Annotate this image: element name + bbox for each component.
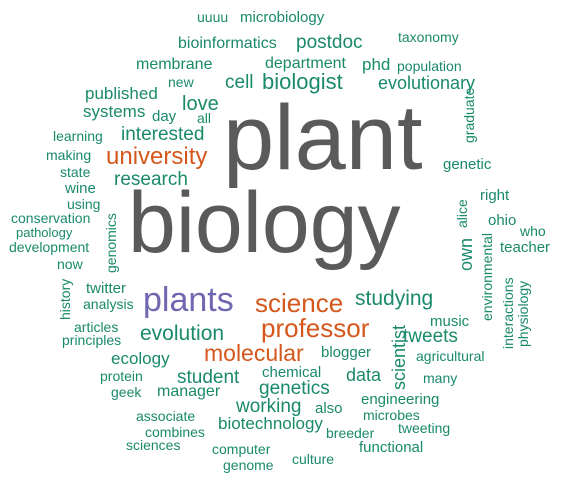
word-membrane: membrane	[136, 56, 213, 73]
word-university: university	[106, 143, 208, 170]
word-interested: interested	[121, 124, 205, 145]
word-wine: wine	[65, 180, 96, 197]
word-chemical: chemical	[262, 364, 322, 381]
word-sciences: sciences	[126, 437, 181, 453]
word-learning: learning	[53, 128, 103, 144]
word-plants: plants	[143, 281, 234, 319]
word-population: population	[397, 58, 462, 74]
word-functional: functional	[359, 439, 424, 456]
word-day: day	[152, 108, 177, 125]
word-published: published	[85, 84, 158, 103]
word-uuuu: uuuu	[197, 9, 229, 25]
word-many: many	[423, 370, 458, 386]
word-teacher: teacher	[500, 239, 551, 256]
word-tweets: tweets	[403, 326, 458, 347]
word-cell: cell	[225, 72, 254, 93]
word-genetics: genetics	[259, 378, 330, 399]
word-using: using	[67, 196, 101, 212]
word-microbes: microbes	[363, 407, 420, 423]
word-working: working	[236, 396, 302, 417]
word-molecular: molecular	[204, 340, 304, 366]
word-taxonomy: taxonomy	[398, 29, 459, 45]
word-combines: combines	[145, 424, 205, 440]
word-interactions: interactions	[500, 277, 516, 349]
word-postdoc: postdoc	[296, 32, 363, 53]
word-protein: protein	[100, 368, 143, 384]
word-evolution: evolution	[140, 322, 225, 345]
word-data: data	[346, 365, 382, 385]
word-geek: geek	[111, 384, 142, 400]
word-agricultural: agricultural	[416, 348, 485, 364]
word-genome: genome	[223, 457, 274, 473]
word-conservation: conservation	[11, 210, 91, 226]
word-evolutionary: evolutionary	[378, 73, 476, 93]
word-pathology: pathology	[16, 225, 73, 240]
word-ecology: ecology	[111, 349, 170, 368]
word-graduate: graduate	[461, 87, 477, 143]
word-science: science	[255, 288, 344, 318]
word-breeder: breeder	[326, 425, 375, 441]
word-alice: alice	[454, 199, 470, 228]
word-biologist: biologist	[262, 69, 343, 94]
word-engineering: engineering	[361, 391, 440, 408]
word-computer: computer	[212, 441, 271, 457]
word-associate: associate	[136, 408, 196, 424]
word-right: right	[480, 187, 510, 204]
word-environmental: environmental	[479, 233, 495, 321]
word-also: also	[315, 400, 343, 417]
word-love: love	[182, 93, 219, 115]
word-plant: plant	[223, 87, 423, 189]
word-who: who	[520, 223, 546, 239]
word-biotechnology: biotechnology	[218, 414, 323, 433]
word-all: all	[197, 110, 212, 126]
word-articles: articles	[74, 319, 119, 335]
word-manager: manager	[157, 383, 221, 400]
word-state: state	[60, 164, 91, 180]
word-student: student	[177, 367, 240, 388]
word-research: research	[114, 169, 188, 190]
word-scientist: scientist	[389, 324, 409, 390]
word-phd: phd	[362, 55, 391, 74]
word-department: department	[265, 55, 346, 72]
word-microbiology: microbiology	[240, 9, 325, 26]
word-physiology: physiology	[515, 280, 531, 347]
word-music: music	[430, 313, 470, 330]
word-blogger: blogger	[321, 344, 372, 361]
word-new: new	[168, 74, 194, 90]
word-twitter: twitter	[86, 280, 127, 297]
word-studying: studying	[355, 287, 434, 310]
word-development: development	[9, 239, 90, 255]
word-analysis: analysis	[83, 296, 134, 312]
word-professor: professor	[261, 313, 370, 343]
word-genomics: genomics	[103, 213, 119, 273]
word-tweeting: tweeting	[398, 420, 451, 436]
word-biology: biology	[128, 175, 401, 271]
word-culture: culture	[292, 451, 335, 467]
word-systems: systems	[83, 102, 146, 121]
word-now: now	[57, 256, 83, 272]
word-own: own	[456, 237, 476, 271]
word-genetic: genetic	[443, 156, 492, 173]
word-principles: principles	[62, 332, 122, 348]
word-ohio: ohio	[488, 212, 517, 229]
word-making: making	[46, 147, 92, 163]
word-bioinformatics: bioinformatics	[178, 35, 277, 52]
word-history: history	[57, 278, 73, 320]
